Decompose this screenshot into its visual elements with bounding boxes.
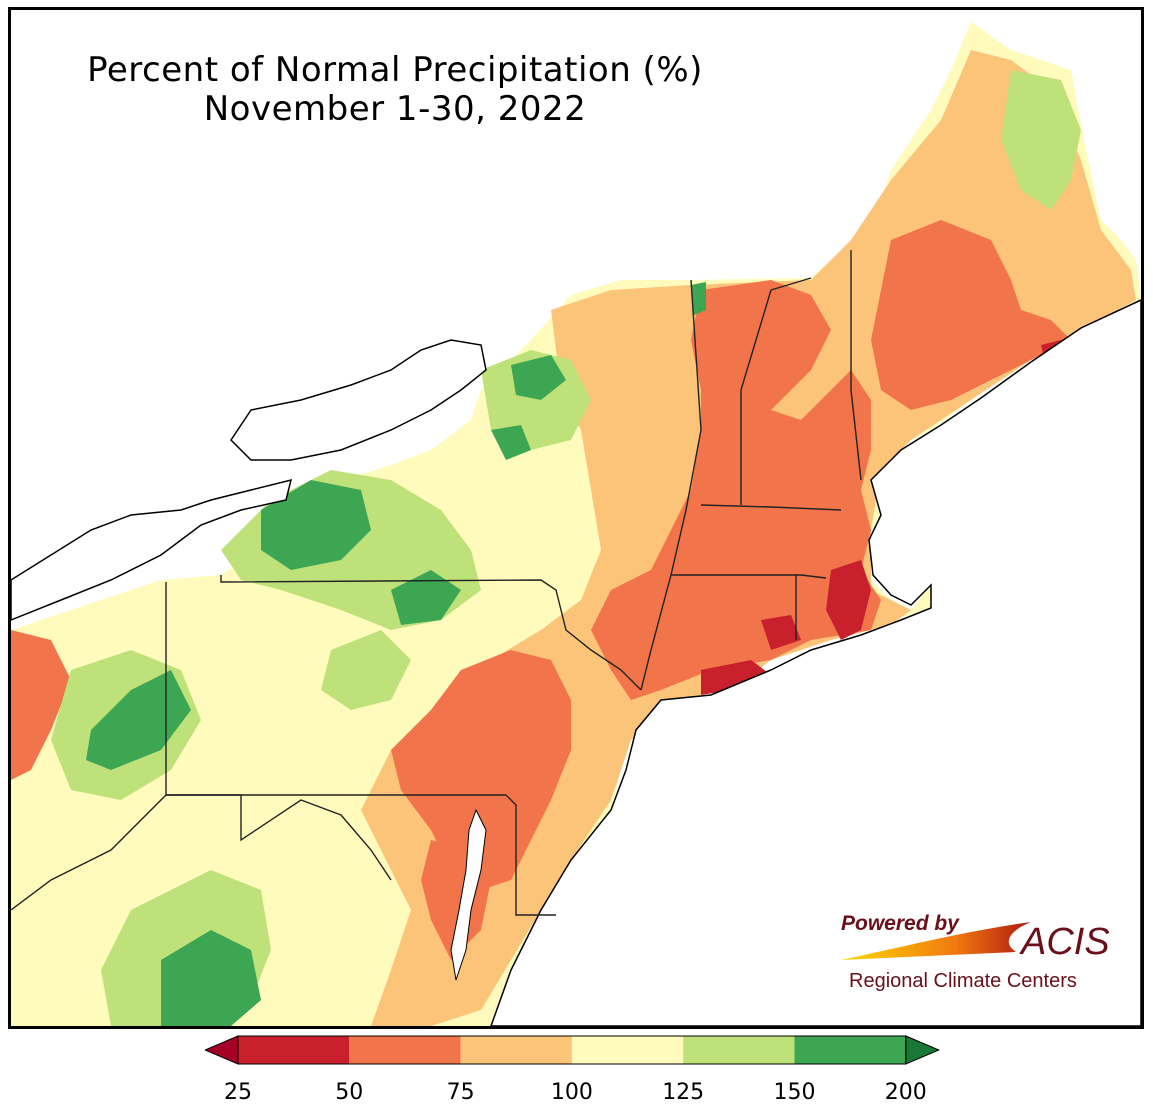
precipitation-map: Powered by ACIS Regional Climate Centers <box>11 22 1141 1026</box>
colorbar-tick-label: 200 <box>884 1080 927 1105</box>
region-150-200-tug <box>511 355 566 400</box>
logo-powered-by: Powered by <box>841 912 960 935</box>
colorbar-tick-label: 150 <box>773 1080 816 1105</box>
colorbar-segment-100-125 <box>571 1036 684 1064</box>
region-150-200-va <box>161 930 261 1026</box>
colorbar-tick-label: 75 <box>446 1080 475 1105</box>
colorbar-over-arrow <box>905 1035 941 1065</box>
colorbar <box>205 1035 941 1065</box>
region-25-50-ct <box>761 615 801 650</box>
logo-acis: ACIS <box>1019 921 1110 963</box>
map-title: Percent of Normal Precipitation (%) <box>87 50 703 90</box>
region-25-50-ri <box>826 560 871 640</box>
chesapeake-bay <box>450 808 487 981</box>
region-50-75-new-england <box>591 280 881 700</box>
region-50-75-pa-nj <box>391 650 571 890</box>
map-frame: Powered by ACIS Regional Climate Centers… <box>8 7 1144 1029</box>
colorbar-under-arrow <box>205 1035 239 1065</box>
region-150-200-wpa <box>86 670 191 770</box>
acis-logo: Powered by ACIS Regional Climate Centers <box>841 912 1110 992</box>
colorbar-outline <box>237 1035 907 1065</box>
region-125-150-maine <box>1001 70 1081 210</box>
colorbar-segment-150-200 <box>794 1036 906 1064</box>
lake-erie <box>11 478 293 621</box>
region-25-50-li <box>701 660 771 695</box>
region-125-150-pa-central <box>321 630 411 710</box>
colorbar-tick-label: 100 <box>550 1080 593 1105</box>
colorbar-segment-25-50 <box>238 1036 350 1064</box>
region-150-200-vt <box>691 282 706 315</box>
colorbar-tick-label: 125 <box>662 1080 705 1105</box>
map-subtitle: November 1-30, 2022 <box>203 89 587 129</box>
colorbar-tick-label: 25 <box>224 1080 252 1105</box>
colorbar-segment-125-150 <box>683 1036 795 1064</box>
region-50-75-maine <box>871 220 1071 410</box>
region-125-150-central-ny <box>481 350 591 450</box>
logo-rcc: Regional Climate Centers <box>849 970 1077 992</box>
acis-swoosh <box>841 922 1031 960</box>
region-150-200-ny-east <box>391 570 461 625</box>
state-boundaries <box>11 250 862 916</box>
region-50-75-ohio <box>11 630 71 780</box>
region-150-200-tug2 <box>491 425 531 460</box>
colorbar-segment-75-100 <box>460 1036 572 1064</box>
colorbar-segment-50-75 <box>349 1036 461 1064</box>
lake-ontario <box>230 339 487 461</box>
atlantic-ocean <box>490 299 1141 1026</box>
colorbar-tick-label: 50 <box>335 1080 364 1105</box>
region-150-200-ny <box>261 480 371 570</box>
